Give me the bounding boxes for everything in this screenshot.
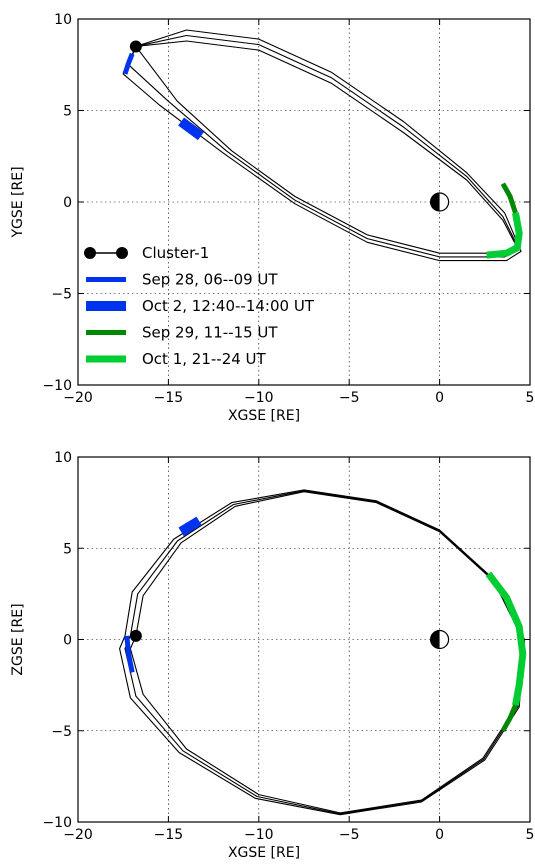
y-axis-label: ZGSE [RE] bbox=[10, 603, 26, 675]
x-tick-label: −10 bbox=[244, 827, 274, 843]
legend-marker bbox=[116, 247, 128, 259]
x-tick-label: −10 bbox=[244, 390, 274, 406]
orbit-line-3 bbox=[122, 29, 522, 262]
y-tick-label: 10 bbox=[54, 450, 72, 466]
legend-item-sep-28-06-09-ut: Sep 28, 06--09 UT bbox=[86, 271, 278, 289]
y-tick-label: −5 bbox=[51, 724, 72, 740]
x-tick-label: −5 bbox=[339, 827, 360, 843]
x-tick-label: 5 bbox=[526, 390, 535, 406]
orbit-line-1 bbox=[135, 40, 518, 254]
legend-item-oct-1-21-24-ut: Oct 1, 21--24 UT bbox=[86, 350, 267, 368]
orbit-line-1 bbox=[129, 491, 524, 814]
plot-area bbox=[119, 489, 527, 816]
x-tick-label: −20 bbox=[63, 827, 93, 843]
legend-label: Cluster-1 bbox=[142, 244, 209, 262]
earth-icon bbox=[430, 192, 450, 212]
legend-item-oct-2-12-40-14-00-ut: Oct 2, 12:40--14:00 UT bbox=[86, 297, 315, 315]
segment-sep-28-06-09-ut bbox=[124, 635, 135, 673]
spacecraft-marker bbox=[129, 40, 142, 53]
chart-bottom-xz: −20 −15 −10 −5 0 5 −10 −5 0 5 10 XGSE [RE] ZGSE [RE] bbox=[10, 450, 534, 861]
y-tick-label: 5 bbox=[63, 104, 72, 120]
segment-sep-29-11-15-ut bbox=[500, 704, 518, 733]
x-tick-label: −5 bbox=[339, 390, 360, 406]
earth-icon bbox=[430, 629, 450, 650]
y-tick-label: 10 bbox=[54, 12, 72, 28]
y-axis-label: YGSE [RE] bbox=[10, 166, 26, 238]
legend-label: Sep 29, 11--15 UT bbox=[142, 324, 278, 342]
segment-oct-1-21-24-ut bbox=[485, 571, 527, 706]
segment-oct-2-12-40-14-00-ut bbox=[178, 516, 202, 537]
y-tick-label: 0 bbox=[63, 633, 72, 649]
plot-area bbox=[122, 29, 523, 262]
legend-marker bbox=[84, 247, 96, 259]
x-tick-label: −15 bbox=[154, 827, 184, 843]
spacecraft-marker bbox=[129, 629, 142, 642]
x-tick-label: 5 bbox=[526, 827, 535, 843]
legend-item-sep-29-11-15-ut: Sep 29, 11--15 UT bbox=[86, 324, 278, 342]
x-tick-label: 0 bbox=[435, 827, 444, 843]
x-axis-label: XGSE [RE] bbox=[228, 408, 300, 424]
segment-sep-28-06-09-ut bbox=[122, 52, 135, 75]
x-tick-label: −20 bbox=[63, 390, 93, 406]
legend-item-cluster-1: Cluster-1 bbox=[84, 244, 209, 262]
y-tick-label: −5 bbox=[51, 287, 72, 303]
y-tick-label: −10 bbox=[42, 378, 72, 394]
y-tick-label: −10 bbox=[42, 815, 72, 831]
x-axis-label: XGSE [RE] bbox=[228, 845, 300, 861]
segment-oct-1-21-24-ut bbox=[486, 212, 523, 259]
legend-label: Sep 28, 06--09 UT bbox=[142, 271, 278, 289]
chart-top-xy: −20 −15 −10 −5 0 5 −10 −5 0 5 10 XGSE [RE] YGSE [RE] bbox=[10, 12, 534, 424]
x-tick-label: 0 bbox=[435, 390, 444, 406]
legend-label: Oct 2, 12:40--14:00 UT bbox=[142, 297, 315, 315]
orbit-line-2 bbox=[124, 490, 525, 815]
segment-oct-2-12-40-14-00-ut bbox=[178, 117, 204, 141]
x-tick-label: −15 bbox=[154, 390, 184, 406]
y-tick-label: 5 bbox=[63, 541, 72, 557]
y-tick-label: 0 bbox=[63, 195, 72, 211]
legend-label: Oct 1, 21--24 UT bbox=[142, 350, 267, 368]
segment-sep-29-11-15-ut bbox=[500, 182, 518, 214]
legend: Cluster-1 Sep 28, 06--09 UT Oct 2, 12:40--… bbox=[84, 244, 315, 368]
